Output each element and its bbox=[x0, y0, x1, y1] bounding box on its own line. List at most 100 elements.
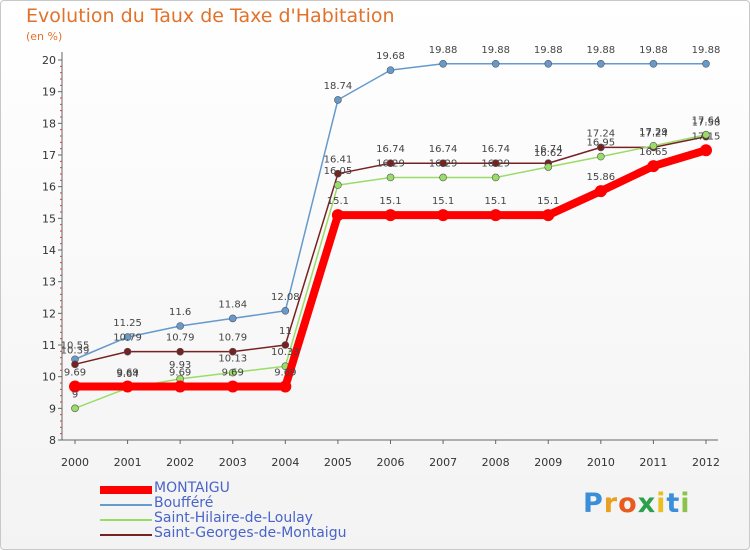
x-tick-label: 2007 bbox=[429, 456, 457, 469]
logo-letter: P bbox=[583, 488, 604, 519]
data-label: 10.13 bbox=[218, 354, 247, 365]
data-point bbox=[123, 333, 132, 341]
data-label: 11.6 bbox=[169, 307, 191, 318]
x-tick-label: 2011 bbox=[639, 456, 667, 469]
data-point bbox=[69, 380, 81, 393]
legend-label: Boufféré bbox=[154, 495, 214, 511]
data-label: 19.88 bbox=[587, 45, 616, 56]
y-tick-label: 10 bbox=[42, 371, 56, 384]
legend-swatch bbox=[100, 534, 152, 536]
y-tick-label: 16 bbox=[42, 181, 56, 194]
data-label: 10.39 bbox=[61, 345, 90, 356]
data-label: 15.1 bbox=[327, 196, 349, 207]
data-label: 19.88 bbox=[429, 45, 458, 56]
x-tick-label: 2008 bbox=[482, 456, 510, 469]
data-label: 17.24 bbox=[587, 128, 616, 139]
data-label: 12.08 bbox=[271, 292, 300, 303]
data-label: 15.1 bbox=[379, 196, 401, 207]
data-label: 10.55 bbox=[61, 340, 90, 351]
data-label: 16.05 bbox=[324, 166, 353, 177]
data-label: 16.29 bbox=[481, 158, 510, 169]
x-tick-label: 2005 bbox=[324, 456, 352, 469]
y-tick-label: 13 bbox=[42, 276, 56, 289]
data-point bbox=[439, 173, 447, 182]
y-tick-label: 9 bbox=[49, 402, 56, 415]
brand-logo: Proxiti bbox=[583, 488, 691, 519]
logo-letter: o bbox=[618, 488, 638, 519]
data-point bbox=[226, 380, 239, 393]
data-label: 16.74 bbox=[429, 144, 458, 155]
data-point bbox=[334, 181, 342, 189]
line-chart: 8 9 10 11 12 13 14 15 16 17 18 19 20 2000 2001 2002 2003… bbox=[42, 45, 721, 469]
x-tick-label: 2012 bbox=[692, 456, 720, 469]
legend-swatch bbox=[100, 504, 152, 506]
x-tick-label: 2004 bbox=[271, 456, 299, 469]
y-tick-label: 8 bbox=[49, 434, 56, 447]
y-tick-label: 19 bbox=[42, 86, 56, 99]
x-tick-label: 2001 bbox=[114, 456, 142, 469]
data-label: 16.65 bbox=[639, 147, 668, 158]
y-tick-label: 17 bbox=[42, 149, 56, 162]
data-label: 10.79 bbox=[166, 333, 195, 344]
data-point bbox=[491, 159, 500, 168]
data-label: 16.74 bbox=[534, 144, 563, 155]
logo-letter: i bbox=[680, 488, 691, 519]
data-point bbox=[71, 404, 79, 413]
y-tick-label: 20 bbox=[42, 54, 56, 67]
x-tick-label: 2010 bbox=[587, 456, 615, 469]
data-point bbox=[647, 160, 660, 173]
data-point bbox=[71, 360, 79, 369]
data-label: 9.69 bbox=[274, 367, 296, 378]
data-label: 19.68 bbox=[376, 51, 405, 62]
data-label: 15.1 bbox=[432, 196, 454, 207]
data-label: 17.24 bbox=[639, 128, 668, 139]
y-tick-label: 11 bbox=[42, 339, 56, 352]
data-point bbox=[228, 347, 237, 356]
logo-letter: r bbox=[603, 488, 619, 519]
data-point bbox=[649, 59, 658, 68]
legend-label: MONTAIGU bbox=[154, 480, 230, 496]
legend-swatch bbox=[100, 519, 152, 521]
data-point bbox=[331, 209, 344, 222]
data-point bbox=[123, 347, 132, 356]
data-point bbox=[491, 173, 500, 182]
chart-title: Evolution du Taux de Taxe d'Habitation bbox=[26, 5, 395, 27]
series-line bbox=[74, 135, 707, 366]
data-label: 15.1 bbox=[537, 196, 559, 207]
data-label: 16.62 bbox=[534, 148, 563, 159]
data-label: 9.69 bbox=[64, 367, 86, 378]
data-label: 19.88 bbox=[481, 45, 510, 56]
data-label: 16.95 bbox=[587, 138, 616, 149]
x-tick-label: 2003 bbox=[219, 456, 247, 469]
data-point bbox=[228, 314, 237, 323]
data-label: 16.29 bbox=[429, 158, 458, 169]
data-point bbox=[437, 209, 450, 222]
data-label: 17.58 bbox=[692, 118, 721, 129]
data-label: 9 bbox=[72, 389, 78, 400]
data-label: 11.25 bbox=[113, 318, 142, 329]
legend-label: Saint-Hilaire-de-Loulay bbox=[154, 510, 313, 526]
data-label: 9.69 bbox=[116, 367, 138, 378]
data-point bbox=[281, 306, 290, 315]
logo-letter: t bbox=[666, 488, 681, 519]
data-point bbox=[121, 380, 134, 393]
data-label: 9.69 bbox=[222, 367, 244, 378]
data-label: 11 bbox=[279, 326, 292, 337]
data-point bbox=[279, 380, 292, 393]
data-point bbox=[544, 163, 553, 171]
data-label: 19.88 bbox=[692, 45, 721, 56]
data-label: 16.74 bbox=[376, 144, 405, 155]
y-tick-label: 14 bbox=[42, 244, 56, 257]
data-label: 9.64 bbox=[116, 369, 138, 380]
data-point bbox=[489, 209, 502, 222]
data-label: 10.79 bbox=[113, 333, 142, 344]
data-point bbox=[281, 341, 290, 349]
data-point bbox=[597, 143, 605, 152]
logo-letter: i bbox=[656, 488, 667, 519]
data-point bbox=[700, 144, 712, 157]
data-label: 9.93 bbox=[169, 360, 191, 371]
y-tick-label: 15 bbox=[42, 212, 56, 225]
data-label: 16.29 bbox=[376, 158, 405, 169]
data-point bbox=[228, 368, 237, 377]
